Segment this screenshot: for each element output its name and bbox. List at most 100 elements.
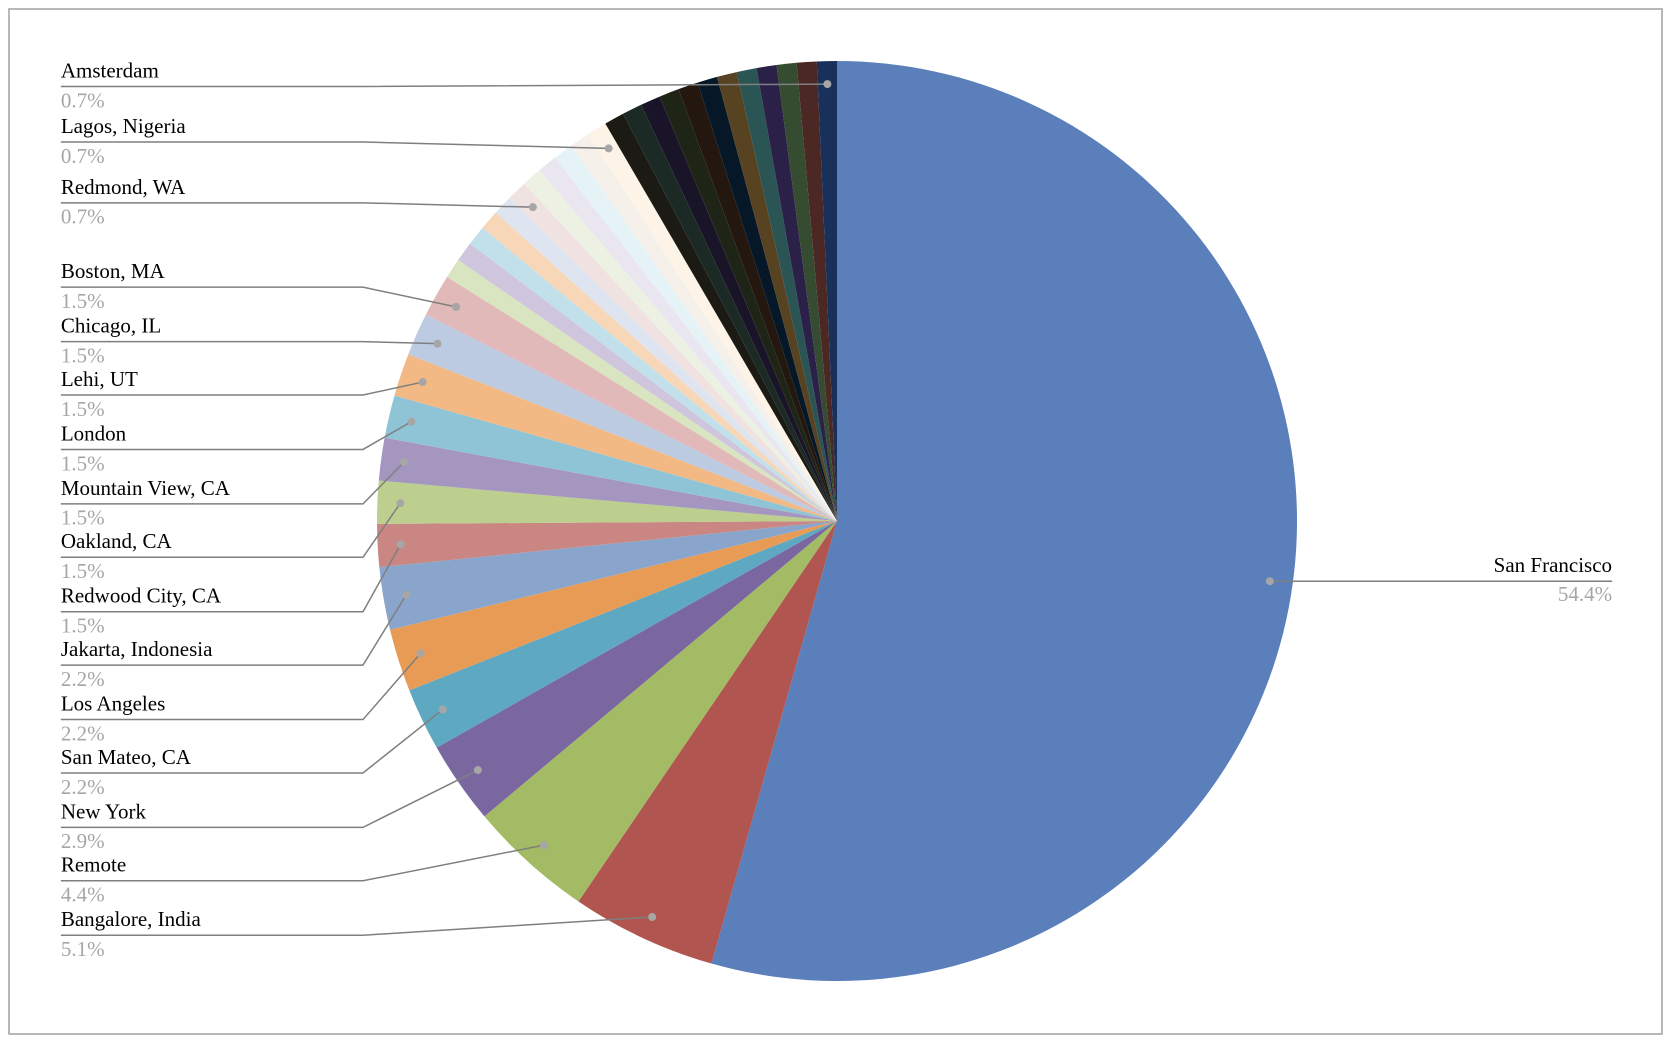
- leader-dot: [396, 499, 405, 508]
- leader-line: [60, 340, 438, 345]
- pie-slice: [495, 197, 837, 522]
- slice-label: Remote: [61, 853, 126, 877]
- slice-label: Mountain View, CA: [61, 476, 231, 500]
- pie-slice: [717, 72, 837, 521]
- leader-line: [60, 286, 457, 308]
- pie-slice: [379, 521, 837, 630]
- slice-label: Bangalore, India: [61, 907, 202, 931]
- pie-slice: [555, 145, 837, 521]
- pie-slice: [482, 212, 837, 522]
- slice-percent: 54.4%: [1558, 582, 1612, 606]
- leader-dot: [438, 705, 447, 714]
- leader-dot: [473, 766, 482, 775]
- pie-slice: [390, 521, 837, 691]
- slice-label: Redmond, WA: [61, 175, 186, 199]
- pie-slice: [394, 354, 837, 521]
- slice-label: New York: [61, 799, 147, 823]
- leader-line: [60, 594, 407, 666]
- leader-line: [60, 769, 479, 829]
- pie-slice: [484, 521, 837, 902]
- slice-percent: 1.5%: [61, 397, 105, 421]
- pie-slice: [377, 521, 837, 568]
- leader-line: [60, 381, 423, 396]
- pie-slice: [736, 68, 837, 521]
- leader-dot: [416, 649, 425, 658]
- leader-line: [60, 652, 422, 721]
- slice-percent: 2.9%: [61, 829, 105, 853]
- pie-slice: [425, 276, 837, 521]
- leader-line: [60, 916, 653, 936]
- leader-line: [60, 461, 405, 505]
- slice-percent: 0.7%: [61, 88, 105, 112]
- slice-label: Amsterdam: [61, 58, 159, 82]
- slice-label: Los Angeles: [61, 691, 165, 715]
- slice-percent: 1.5%: [61, 506, 105, 530]
- leader-line: [60, 502, 401, 559]
- leader-dot: [823, 80, 832, 89]
- leader-dot: [407, 417, 416, 426]
- slice-label: Chicago, IL: [61, 314, 161, 338]
- pie-slice: [378, 437, 837, 521]
- pie-slice: [796, 61, 837, 521]
- leader-line: [60, 421, 412, 451]
- slice-percent: 0.7%: [61, 205, 105, 229]
- pie-slice: [816, 61, 837, 521]
- leader-dot: [452, 302, 461, 311]
- leader-dot: [418, 378, 427, 387]
- slice-percent: 1.5%: [61, 559, 105, 583]
- leader-line: [60, 543, 402, 613]
- leader-dot: [402, 590, 411, 599]
- slice-label: Lehi, UT: [61, 367, 138, 391]
- leader-line: [60, 202, 533, 208]
- slice-label: San Francisco: [1494, 553, 1612, 577]
- pie-slice: [756, 64, 837, 522]
- slice-percent: 4.4%: [61, 883, 105, 907]
- pie-slice: [678, 82, 837, 521]
- slice-label: London: [61, 421, 127, 445]
- pie-slice: [623, 104, 837, 522]
- slice-percent: 2.2%: [61, 667, 105, 691]
- leader-dot: [1265, 577, 1274, 586]
- slice-label: San Mateo, CA: [61, 745, 192, 769]
- pie-slice: [588, 123, 837, 522]
- slice-percent: 2.2%: [61, 775, 105, 799]
- pie-slice: [447, 260, 837, 521]
- slice-percent: 1.5%: [61, 289, 105, 313]
- leader-line: [60, 708, 444, 774]
- pie-slice: [436, 521, 837, 817]
- leader-line: [60, 83, 828, 88]
- pie-slice: [409, 521, 837, 748]
- pie-slice: [711, 61, 1298, 981]
- pie-slice: [659, 89, 837, 521]
- slice-label: Jakarta, Indonesia: [61, 637, 213, 661]
- slice-percent: 0.7%: [61, 144, 105, 168]
- pie-slice: [509, 183, 837, 521]
- slice-percent: 1.5%: [61, 343, 105, 367]
- leader-dot: [604, 144, 613, 153]
- slice-percent: 2.2%: [61, 721, 105, 745]
- slice-label: Redwood City, CA: [61, 584, 222, 608]
- slice-percent: 1.5%: [61, 451, 105, 475]
- leader-dot: [648, 912, 657, 921]
- pie-slice: [470, 227, 837, 521]
- pie-slice: [776, 62, 837, 522]
- pie-slice: [578, 521, 837, 964]
- pie-slice: [377, 480, 837, 524]
- pie-slice: [524, 170, 837, 522]
- pie-slice: [458, 243, 837, 521]
- slice-label: Lagos, Nigeria: [61, 114, 186, 138]
- pie-slice: [571, 134, 837, 521]
- pie-slice: [641, 96, 837, 521]
- leader-dot: [399, 458, 408, 467]
- leader-line: [60, 141, 609, 150]
- leader-dot: [396, 540, 405, 549]
- leader-dot: [433, 339, 442, 348]
- pie-slice: [408, 314, 837, 521]
- pie-slice: [384, 395, 837, 521]
- pie-slice: [697, 76, 837, 522]
- pie-slice: [605, 113, 837, 522]
- leader-dot: [539, 841, 548, 850]
- pie-slice: [539, 157, 837, 522]
- leader-dot: [528, 203, 537, 212]
